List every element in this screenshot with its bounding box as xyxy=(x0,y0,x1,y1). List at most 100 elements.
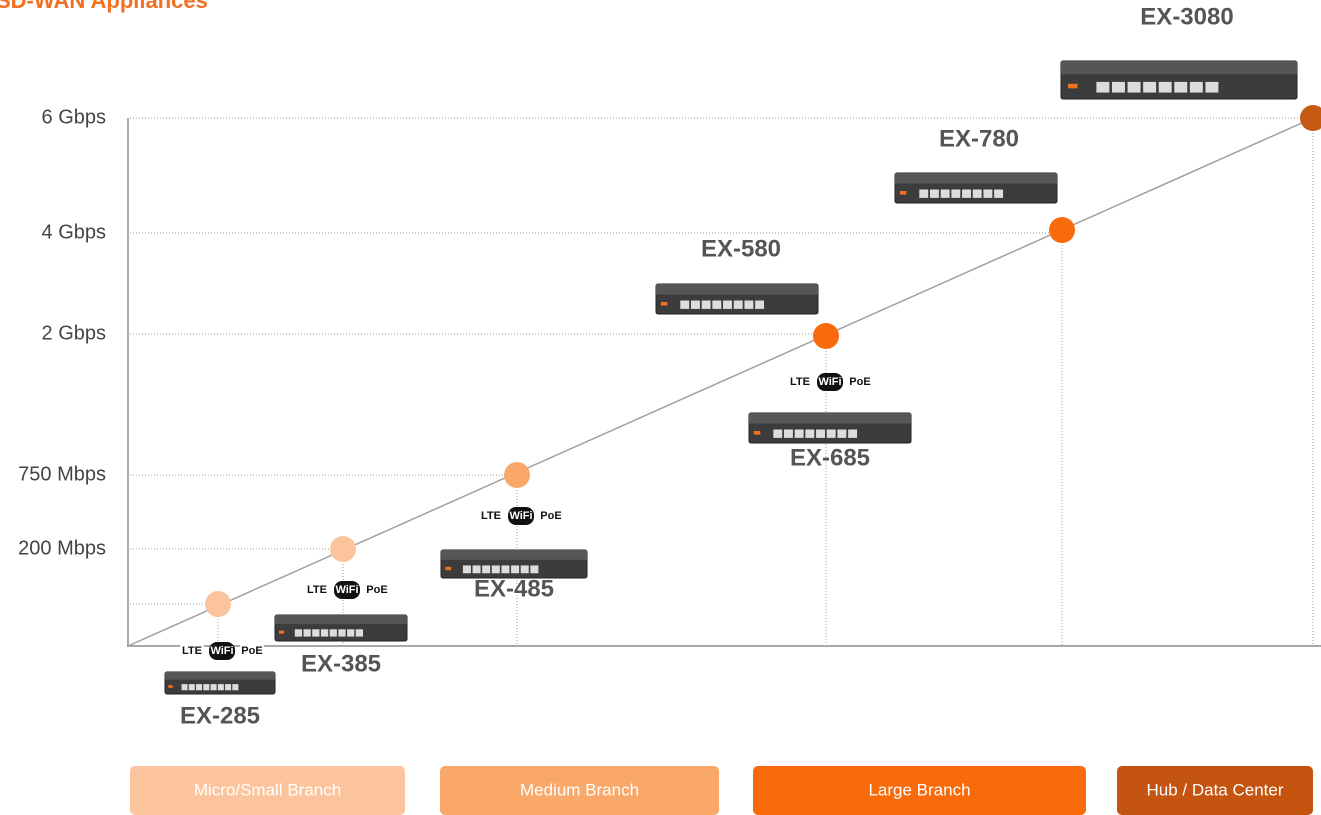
product-label: EX-285 xyxy=(180,702,260,729)
appliance-port xyxy=(919,190,928,198)
appliance-led xyxy=(900,191,906,195)
appliance-port xyxy=(848,430,857,438)
feature-icon: LTE xyxy=(307,584,327,596)
appliance-port xyxy=(492,565,500,573)
appliance-port xyxy=(338,629,345,636)
appliance-port xyxy=(816,430,825,438)
appliance-port xyxy=(973,190,982,198)
appliance-port xyxy=(1174,82,1187,93)
appliance-port xyxy=(232,684,238,690)
y-tick-label: 2 Gbps xyxy=(42,322,106,344)
appliance-port xyxy=(1096,82,1109,93)
product-label: EX-3080 xyxy=(1140,3,1233,30)
appliance-port xyxy=(983,190,992,198)
appliance-port xyxy=(182,684,188,690)
throughput-dot xyxy=(1300,105,1321,131)
appliance-port xyxy=(321,629,328,636)
y-tick-label: 6 Gbps xyxy=(42,106,106,128)
appliance-port xyxy=(1159,82,1172,93)
appliance-image xyxy=(1061,61,1297,99)
appliance-port xyxy=(962,190,971,198)
feature-icon: WiFi xyxy=(210,645,233,657)
appliance-port xyxy=(1143,82,1156,93)
appliance-port xyxy=(218,684,224,690)
appliance-port xyxy=(784,430,793,438)
appliance-top xyxy=(275,615,407,624)
throughput-dot xyxy=(205,591,231,617)
segment-label: Micro/Small Branch xyxy=(194,780,341,799)
appliance-port xyxy=(805,430,814,438)
page: {"title": "SD-WAN Appliances", "axis_lab… xyxy=(0,0,1321,815)
feature-icon: WiFi xyxy=(818,376,841,388)
product-label: EX-780 xyxy=(939,125,1019,152)
appliance-top xyxy=(656,284,818,295)
appliance-port xyxy=(1128,82,1141,93)
appliance-port xyxy=(203,684,209,690)
feature-icon: PoE xyxy=(241,645,262,657)
appliance-port xyxy=(473,565,481,573)
product-label: EX-685 xyxy=(790,444,870,471)
appliance-port xyxy=(295,629,302,636)
appliance-port xyxy=(930,190,939,198)
appliance-led xyxy=(279,631,284,634)
appliance-image xyxy=(165,672,275,694)
appliance-port xyxy=(795,430,804,438)
appliance-led xyxy=(661,302,667,306)
appliance-port xyxy=(744,301,753,309)
feature-icon: PoE xyxy=(849,376,870,388)
appliance-port xyxy=(521,565,529,573)
appliance-port xyxy=(530,565,538,573)
throughput-dot xyxy=(1049,217,1075,243)
appliance-image xyxy=(441,550,587,578)
appliance-port xyxy=(312,629,319,636)
appliance-port xyxy=(196,684,202,690)
appliance-port xyxy=(211,684,217,690)
product-label: EX-385 xyxy=(301,650,381,677)
appliance-port xyxy=(702,301,711,309)
feature-icon: PoE xyxy=(366,584,387,596)
appliance-port xyxy=(755,301,764,309)
throughput-dot xyxy=(330,536,356,562)
trend-line xyxy=(128,118,1313,646)
appliance-top xyxy=(749,413,911,424)
appliance-port xyxy=(712,301,721,309)
feature-icon: LTE xyxy=(182,645,202,657)
feature-icon: LTE xyxy=(790,376,810,388)
appliance-port xyxy=(951,190,960,198)
appliance-port xyxy=(482,565,490,573)
appliance-top xyxy=(895,173,1057,184)
appliance-image xyxy=(749,413,911,443)
throughput-dot xyxy=(504,462,530,488)
product-label: EX-485 xyxy=(474,575,554,602)
appliance-port xyxy=(827,430,836,438)
appliance-top xyxy=(441,550,587,560)
appliance-port xyxy=(356,629,363,636)
appliance-port xyxy=(691,301,700,309)
appliance-image xyxy=(895,173,1057,203)
y-tick-label: 4 Gbps xyxy=(42,221,106,243)
appliance-port xyxy=(1190,82,1203,93)
title: SD-WAN Appliances xyxy=(0,0,208,13)
appliance-led xyxy=(1068,84,1077,89)
appliance-port xyxy=(1205,82,1218,93)
appliance-led xyxy=(445,567,451,570)
appliance-top xyxy=(1061,61,1297,74)
product-label: EX-580 xyxy=(701,235,781,262)
appliance-port xyxy=(304,629,311,636)
appliance-port xyxy=(463,565,471,573)
throughput-dot xyxy=(813,323,839,349)
appliance-port xyxy=(501,565,509,573)
appliance-led xyxy=(754,431,760,435)
appliance-image xyxy=(656,284,818,314)
appliance-port xyxy=(189,684,195,690)
appliance-port xyxy=(511,565,519,573)
segment-label: Hub / Data Center xyxy=(1146,780,1283,799)
appliance-port xyxy=(994,190,1003,198)
diagram: SD-WAN Appliances 6 Gbps4 Gbps2 Gbps750 … xyxy=(0,0,1321,815)
appliance-port xyxy=(941,190,950,198)
appliance-port xyxy=(680,301,689,309)
appliance-port xyxy=(330,629,337,636)
appliance-port xyxy=(734,301,743,309)
y-tick-label: 200 Mbps xyxy=(18,537,106,559)
appliance-port xyxy=(1112,82,1125,93)
